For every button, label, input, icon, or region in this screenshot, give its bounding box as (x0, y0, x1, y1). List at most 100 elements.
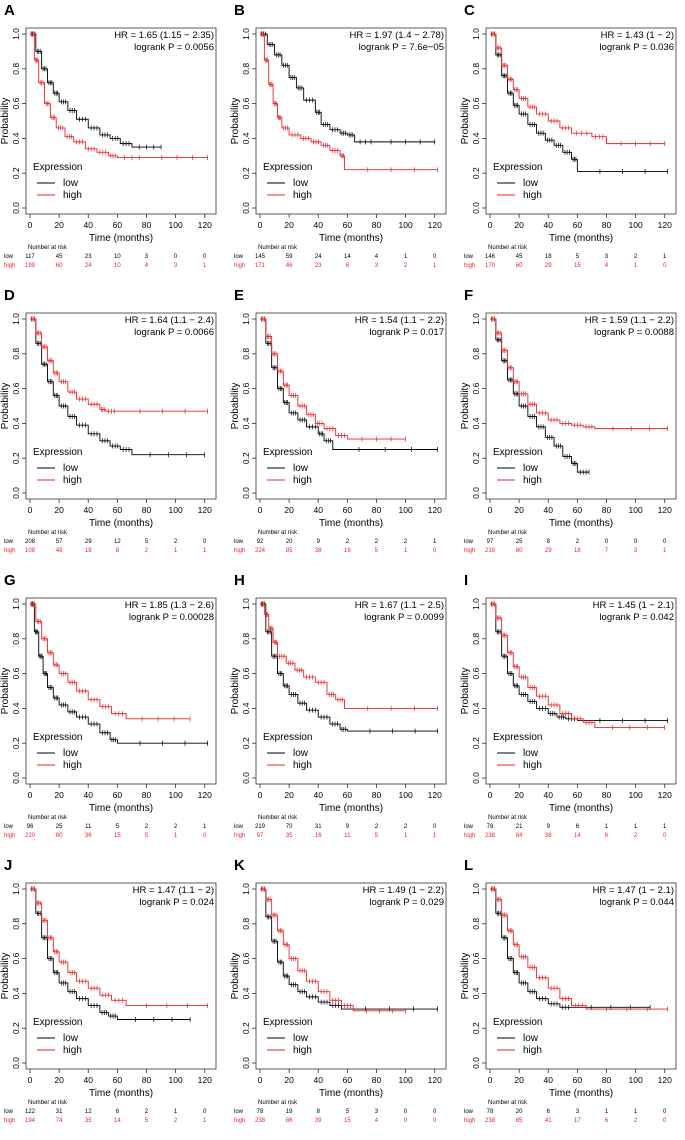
risk-count-high: 14 (574, 833, 581, 839)
risk-count-low: 6 (547, 1109, 551, 1115)
risk-count-low: 4 (375, 254, 379, 260)
x-tick-label: 40 (84, 220, 94, 230)
y-axis-label: Probability (460, 668, 471, 715)
x-tick-label: 120 (198, 1075, 212, 1085)
plot-frame (255, 882, 447, 1070)
x-tick-label: 20 (514, 1075, 524, 1085)
panel-label: E (234, 287, 244, 304)
legend-low: low (293, 1033, 309, 1044)
y-tick-label: 0.0 (11, 772, 21, 784)
risk-count-low: 96 (27, 824, 34, 830)
x-tick-label: 100 (629, 505, 643, 515)
risk-count-high: 1 (174, 833, 178, 839)
km-curve-low (260, 603, 438, 732)
y-tick-label: 0.2 (11, 167, 21, 179)
risk-count-low: 5 (116, 824, 120, 830)
x-tick-label: 40 (314, 505, 324, 515)
x-tick-label: 0 (28, 1075, 33, 1085)
y-tick-label: 0.0 (241, 202, 251, 214)
x-tick-label: 80 (372, 790, 382, 800)
x-tick-label: 80 (602, 220, 612, 230)
risk-count-high: 171 (255, 263, 266, 269)
x-tick-label: 120 (198, 790, 212, 800)
risk-count-low: 0 (433, 1109, 437, 1115)
risk-count-low: 9 (346, 824, 350, 830)
risk-count-high: 60 (56, 263, 63, 269)
legend-title: Expression (493, 447, 542, 458)
y-tick-label: 0.2 (471, 1022, 481, 1034)
y-axis-label: Probability (460, 383, 471, 430)
risk-count-low: 2 (346, 539, 350, 545)
x-tick-label: 20 (284, 1075, 294, 1085)
risk-count-high: 1 (203, 548, 207, 554)
x-tick-label: 40 (84, 790, 94, 800)
y-tick-label: 0.8 (11, 633, 21, 645)
risk-row-label-high: high (234, 548, 245, 554)
y-tick-label: 0.6 (11, 97, 21, 109)
x-axis-label: Time (months) (89, 233, 153, 244)
x-tick-label: 60 (113, 220, 123, 230)
risk-count-low: 1 (634, 1109, 638, 1115)
risk-count-low: 78 (487, 1109, 494, 1115)
y-tick-label: 0.8 (241, 633, 251, 645)
risk-count-high: 1 (634, 263, 638, 269)
risk-count-low: 31 (56, 1109, 63, 1115)
legend-high: high (523, 1045, 542, 1056)
panel-label: H (234, 572, 245, 589)
risk-row-label-high: high (464, 263, 475, 269)
x-tick-label: 40 (544, 220, 554, 230)
plot-frame (255, 312, 447, 500)
y-axis-label: Probability (0, 953, 11, 1000)
risk-count-high: 10 (114, 263, 121, 269)
risk-count-low: 12 (114, 539, 121, 545)
risk-count-high: 97 (257, 833, 264, 839)
risk-count-low: 57 (56, 539, 63, 545)
risk-title: Number at risk (28, 245, 68, 251)
x-tick-label: 20 (54, 790, 64, 800)
y-tick-label: 0.8 (11, 348, 21, 360)
risk-count-high: 29 (545, 548, 552, 554)
legend-title: Expression (33, 447, 82, 458)
plot-frame (485, 312, 677, 500)
legend-title: Expression (33, 732, 82, 743)
y-tick-label: 0.8 (471, 63, 481, 75)
risk-count-high: 24 (85, 263, 92, 269)
y-tick-label: 0.6 (11, 667, 21, 679)
x-tick-label: 120 (658, 220, 672, 230)
x-tick-label: 80 (142, 790, 152, 800)
risk-count-high: 36 (85, 833, 92, 839)
risk-count-high: 2 (634, 1118, 638, 1124)
km-curve-high (30, 888, 208, 1007)
risk-count-high: 16 (315, 833, 322, 839)
x-axis-label: Time (months) (319, 1088, 383, 1099)
risk-row-label-low: low (464, 254, 474, 260)
plot-frame (25, 27, 217, 215)
legend-high: high (523, 190, 542, 201)
y-tick-label: 0.8 (471, 633, 481, 645)
y-axis-label: Probability (460, 98, 471, 145)
risk-count-high: 3 (174, 263, 178, 269)
risk-count-low: 122 (25, 1109, 36, 1115)
risk-count-high: 0 (663, 1118, 667, 1124)
x-tick-label: 20 (284, 220, 294, 230)
risk-count-high: 35 (85, 1118, 92, 1124)
x-tick-label: 0 (258, 790, 263, 800)
risk-count-high: 2 (174, 1118, 178, 1124)
y-tick-label: 1.0 (471, 313, 481, 325)
y-tick-label: 0.4 (241, 132, 251, 144)
risk-count-low: 8 (317, 1109, 321, 1115)
risk-count-low: 78 (257, 1109, 264, 1115)
legend-title: Expression (493, 732, 542, 743)
x-axis-label: Time (months) (89, 803, 153, 814)
risk-row-label-high: high (4, 1118, 15, 1124)
risk-count-low: 2 (145, 1109, 149, 1115)
risk-count-low: 19 (286, 1109, 293, 1115)
y-tick-label: 0.6 (11, 952, 21, 964)
x-tick-label: 100 (399, 505, 413, 515)
risk-count-high: 85 (516, 1118, 523, 1124)
risk-count-low: 45 (56, 254, 63, 260)
x-tick-label: 20 (54, 1075, 64, 1085)
